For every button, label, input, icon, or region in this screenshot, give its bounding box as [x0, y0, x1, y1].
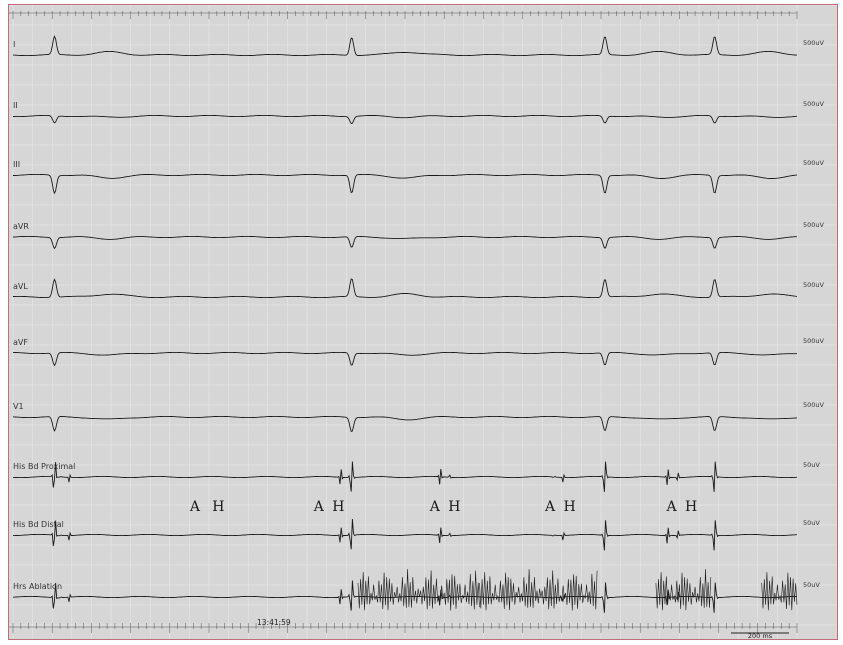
ablation-noise [761, 572, 798, 611]
lead-scale: 50uV [803, 519, 820, 527]
annotation-a: A [189, 499, 201, 515]
trace-iii [13, 173, 798, 195]
lead-scale: 500uV [803, 221, 825, 229]
lead-label: Hrs Ablation [13, 582, 62, 591]
lead-label: II [13, 101, 18, 110]
lead-label: aVF [13, 338, 28, 347]
lead-scale: 500uV [803, 100, 825, 108]
lead-scale: 500uV [803, 337, 825, 345]
ecg-recording: I 500uV II 500uV III 500uV aVR 500uV aVL 500uV aVF… [8, 4, 838, 640]
lead-label: aVL [13, 282, 28, 291]
annotation-a: A [544, 499, 556, 515]
ablation-noise [655, 569, 712, 611]
lead-label: I [13, 40, 15, 49]
lead-label: V1 [13, 402, 24, 411]
annotation-a: A [313, 499, 325, 515]
annotation-a: A [665, 499, 677, 515]
lead-scale: 50uV [803, 461, 820, 469]
lead-label: His Bd Proximal [13, 462, 75, 471]
trace-avf [12, 351, 797, 367]
lead-scale: 50uV [803, 581, 820, 589]
lead-scale: 500uV [803, 39, 825, 47]
annotation-a: A [429, 499, 441, 515]
trace-avl [13, 278, 798, 299]
lead-scale: 500uV [803, 401, 825, 409]
ablation-noise [357, 569, 480, 611]
ecg-chart: I 500uV II 500uV III 500uV aVR 500uV aVL 500uV aVF… [9, 5, 837, 639]
lead-label: III [13, 160, 20, 169]
scale-bar-label: 200 ms [748, 632, 773, 639]
lead-label: aVR [13, 222, 29, 231]
lead-scale: 500uV [803, 159, 825, 167]
annotation-h: H [685, 499, 697, 515]
trace-ii [13, 114, 798, 125]
trace-i [12, 35, 797, 57]
trace-hrs-ablation [13, 580, 797, 613]
annotation-h: H [212, 499, 224, 515]
annotation-h: H [564, 499, 576, 515]
timestamp: 13:41:59 [257, 618, 291, 627]
annotation-h: H [332, 499, 344, 515]
ablation-noise [479, 569, 598, 611]
annotation-h: H [448, 499, 460, 515]
trace-his-bd-proximal [13, 461, 798, 492]
trace-v1 [12, 415, 798, 432]
trace-his-bd-distal [13, 518, 797, 551]
lead-scale: 500uV [803, 281, 825, 289]
trace-avr [12, 235, 797, 250]
lead-label: His Bd Distal [13, 520, 64, 529]
